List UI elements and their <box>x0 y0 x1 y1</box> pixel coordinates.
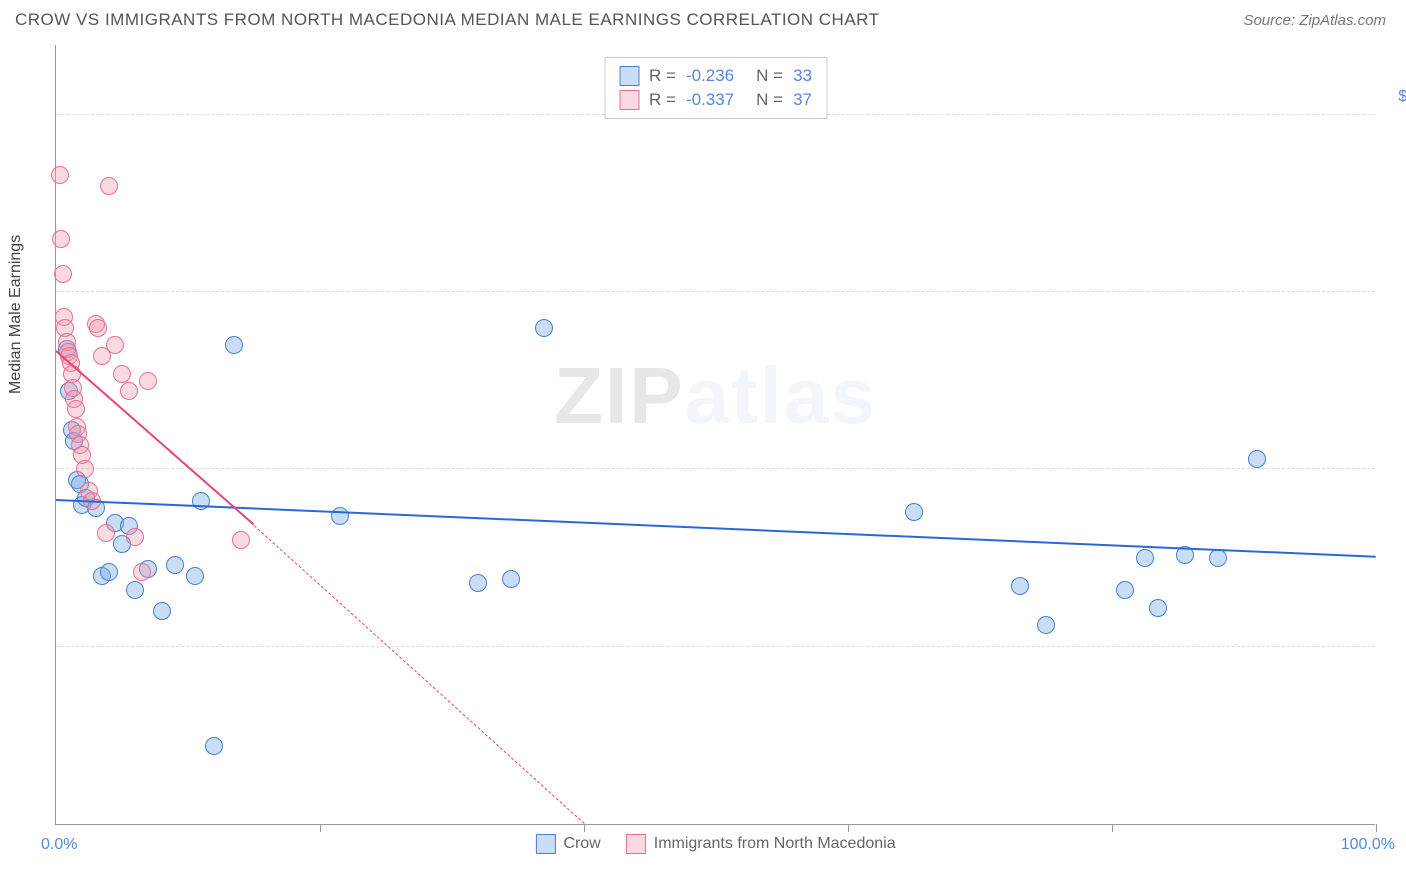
data-point <box>1209 549 1227 567</box>
x-tick <box>848 824 849 832</box>
data-point <box>51 166 69 184</box>
stat-r-label: R = <box>649 66 676 86</box>
x-tick <box>1376 824 1377 832</box>
data-point <box>133 563 151 581</box>
stat-n-label2: N = <box>756 90 783 110</box>
stat-r-label2: R = <box>649 90 676 110</box>
data-point <box>153 602 171 620</box>
chart-title: CROW VS IMMIGRANTS FROM NORTH MACEDONIA … <box>15 10 880 30</box>
watermark: ZIPatlas <box>554 350 877 442</box>
gridline <box>56 646 1375 647</box>
data-point <box>1116 581 1134 599</box>
data-point <box>106 336 124 354</box>
swatch-blue-icon <box>619 66 639 86</box>
data-point <box>205 737 223 755</box>
x-axis-min-label: 0.0% <box>41 836 77 854</box>
data-point <box>67 400 85 418</box>
y-axis-title: Median Male Earnings <box>7 234 25 393</box>
stat-n-label: N = <box>756 66 783 86</box>
data-point <box>535 319 553 337</box>
stats-row-blue: R = -0.236 N = 33 <box>619 64 812 88</box>
legend-swatch-pink-icon <box>626 834 646 854</box>
stat-n-blue: 33 <box>793 66 812 86</box>
data-point <box>126 581 144 599</box>
data-point <box>1136 549 1154 567</box>
stat-r-pink: -0.337 <box>686 90 734 110</box>
swatch-pink-icon <box>619 90 639 110</box>
chart-source: Source: ZipAtlas.com <box>1243 12 1386 29</box>
y-tick-label: $25,000 <box>1385 620 1406 638</box>
data-point <box>469 574 487 592</box>
data-point <box>100 177 118 195</box>
data-point <box>76 460 94 478</box>
data-point <box>120 382 138 400</box>
x-tick <box>584 824 585 832</box>
data-point <box>186 567 204 585</box>
gridline <box>56 468 1375 469</box>
data-point <box>100 563 118 581</box>
gridline <box>56 291 1375 292</box>
data-point <box>905 503 923 521</box>
data-point <box>166 556 184 574</box>
stats-legend: R = -0.236 N = 33 R = -0.337 N = 37 <box>604 57 827 119</box>
x-axis-max-label: 100.0% <box>1341 836 1395 854</box>
data-point <box>225 336 243 354</box>
data-point <box>126 528 144 546</box>
watermark-part1: ZIP <box>554 351 684 440</box>
data-point <box>1149 599 1167 617</box>
y-tick-label: $100,000 <box>1385 88 1406 106</box>
data-point <box>192 492 210 510</box>
data-point <box>232 531 250 549</box>
y-tick-label: $50,000 <box>1385 442 1406 460</box>
stats-row-pink: R = -0.337 N = 37 <box>619 88 812 112</box>
stat-r-blue: -0.236 <box>686 66 734 86</box>
x-tick <box>1112 824 1113 832</box>
y-tick-label: $75,000 <box>1385 265 1406 283</box>
data-point <box>1011 577 1029 595</box>
legend-label-immigrants: Immigrants from North Macedonia <box>654 835 896 853</box>
data-point <box>113 365 131 383</box>
data-point <box>97 524 115 542</box>
legend-label-crow: Crow <box>563 835 600 853</box>
scatter-chart: Median Male Earnings ZIPatlas $25,000$50… <box>55 45 1375 825</box>
data-point <box>52 230 70 248</box>
stat-n-pink: 37 <box>793 90 812 110</box>
bottom-legend: Crow Immigrants from North Macedonia <box>535 834 895 854</box>
x-tick <box>320 824 321 832</box>
legend-item-immigrants: Immigrants from North Macedonia <box>626 834 896 854</box>
legend-item-crow: Crow <box>535 834 600 854</box>
data-point <box>502 570 520 588</box>
legend-swatch-blue-icon <box>535 834 555 854</box>
chart-header: CROW VS IMMIGRANTS FROM NORTH MACEDONIA … <box>0 0 1406 35</box>
data-point <box>139 372 157 390</box>
data-point <box>1037 616 1055 634</box>
trend-line <box>254 525 585 824</box>
data-point <box>54 265 72 283</box>
data-point <box>89 319 107 337</box>
watermark-part2: atlas <box>685 351 877 440</box>
data-point <box>331 507 349 525</box>
data-point <box>1248 450 1266 468</box>
